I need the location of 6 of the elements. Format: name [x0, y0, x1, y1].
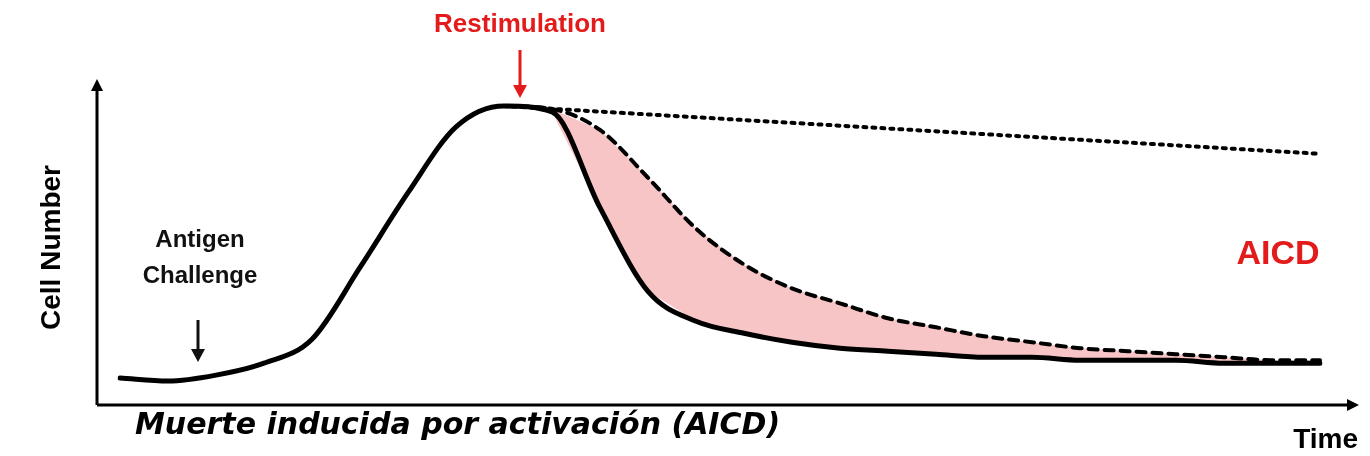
text: Muerte inducida por activación (AICD)	[135, 405, 781, 441]
text: Restimulation	[434, 8, 606, 39]
y-axis-title: Cell Number	[34, 164, 66, 330]
annotation: AICD	[1236, 233, 1320, 272]
annotation: Antigen Challenge	[142, 224, 258, 288]
x-axis-title: Time	[1293, 422, 1358, 454]
